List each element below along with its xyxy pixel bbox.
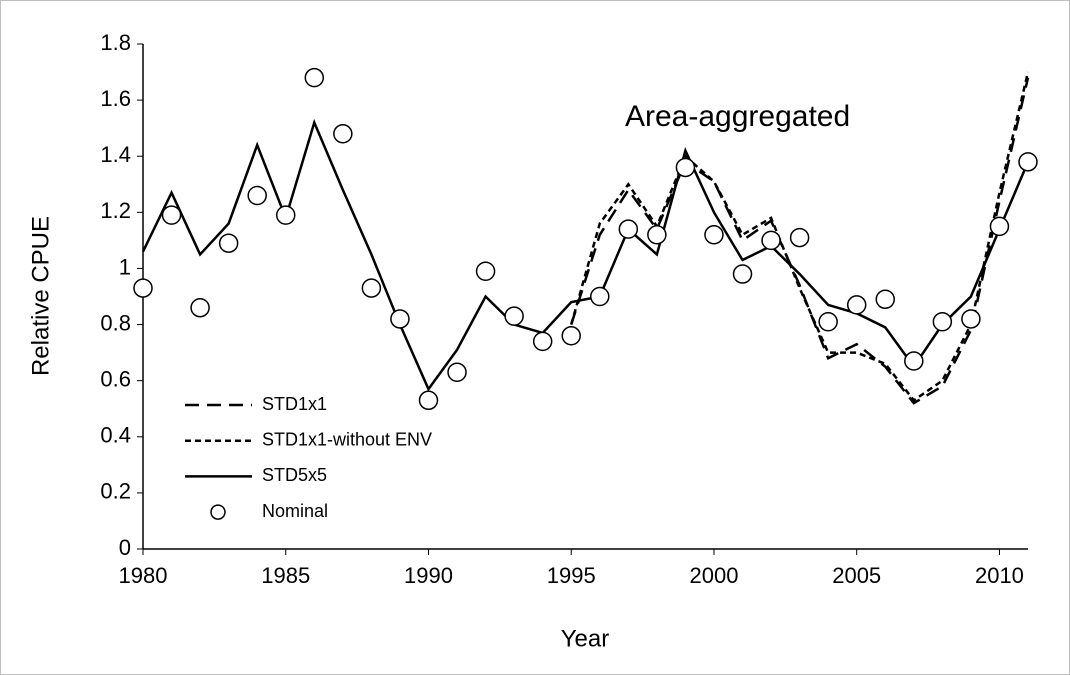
nominal-point [675, 157, 696, 178]
nominal-point [475, 261, 496, 281]
legend-marker [210, 504, 226, 520]
nominal-point [1018, 152, 1038, 172]
x-tick-label: 1995 [547, 563, 596, 588]
nominal-point [304, 67, 325, 88]
nominal-point [190, 297, 210, 318]
nominal-point [361, 278, 382, 298]
x-tick-label: 2005 [832, 563, 881, 588]
nominal-point [218, 233, 239, 253]
nominal-point [732, 264, 753, 284]
x-tick-label: 1980 [119, 563, 168, 588]
y-tick-label: 1.8 [100, 30, 131, 55]
nominal-point [504, 306, 524, 326]
nominal-point [447, 362, 467, 382]
x-tick-label: 1990 [404, 563, 453, 588]
nominal-point [590, 286, 610, 307]
nominal-point [761, 230, 781, 251]
nominal-point [618, 219, 639, 239]
legend-label: STD5x5 [262, 465, 327, 485]
nominal-point [846, 295, 867, 315]
y-tick-label: 0 [119, 535, 131, 560]
series-line [141, 118, 1030, 392]
nominal-point [532, 331, 553, 352]
legend-label: STD1x1 [262, 394, 327, 414]
x-tick-label: 1985 [261, 563, 310, 588]
annotation: Area-aggregated [625, 100, 850, 133]
nominal-point [789, 227, 810, 248]
nominal-point [904, 351, 924, 371]
nominal-point [818, 312, 838, 332]
legend-label: Nominal [262, 501, 328, 521]
nominal-point [390, 309, 410, 329]
nominal-point [133, 278, 153, 298]
nominal-point [932, 312, 953, 332]
y-tick-label: 1.6 [100, 86, 131, 111]
nominal-point [275, 205, 296, 225]
y-tick-label: 0.8 [100, 310, 131, 335]
x-axis-label: Year [561, 625, 610, 652]
legend-label: STD1x1-without ENV [262, 429, 432, 449]
y-tick-label: 0.4 [100, 423, 131, 448]
nominal-point [561, 326, 581, 346]
nominal-point [647, 225, 667, 245]
nominal-point [418, 390, 439, 411]
x-tick-label: 2000 [689, 563, 738, 588]
y-axis-label: Relative CPUE [27, 216, 54, 376]
nominal-point [333, 124, 353, 144]
nominal-point [247, 185, 267, 206]
y-tick-label: 1.4 [100, 142, 131, 167]
nominal-point [875, 289, 896, 310]
y-tick-label: 0.2 [100, 479, 131, 504]
x-tick-label: 2010 [975, 563, 1024, 588]
nominal-point [989, 216, 1010, 237]
nominal-point [961, 309, 981, 329]
y-tick-label: 1.2 [100, 198, 131, 223]
nominal-point [704, 225, 724, 245]
y-tick-label: 1 [119, 254, 131, 279]
nominal-point [161, 205, 182, 225]
y-tick-label: 0.6 [100, 366, 131, 391]
